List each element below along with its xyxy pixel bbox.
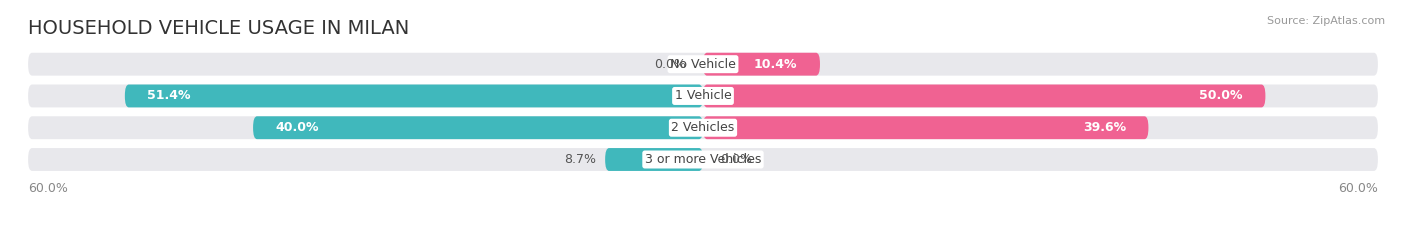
FancyBboxPatch shape [28,148,1378,171]
Text: 8.7%: 8.7% [564,153,596,166]
FancyBboxPatch shape [703,53,820,76]
Text: 60.0%: 60.0% [1339,182,1378,195]
Text: 1 Vehicle: 1 Vehicle [675,89,731,103]
Text: 60.0%: 60.0% [28,182,67,195]
Text: 40.0%: 40.0% [276,121,319,134]
FancyBboxPatch shape [703,85,1265,107]
Text: 3 or more Vehicles: 3 or more Vehicles [645,153,761,166]
Text: 50.0%: 50.0% [1199,89,1243,103]
Text: 10.4%: 10.4% [754,58,797,71]
Text: 51.4%: 51.4% [148,89,191,103]
Text: HOUSEHOLD VEHICLE USAGE IN MILAN: HOUSEHOLD VEHICLE USAGE IN MILAN [28,19,409,38]
FancyBboxPatch shape [28,53,1378,76]
Text: 0.0%: 0.0% [654,58,686,71]
Text: 2 Vehicles: 2 Vehicles [672,121,734,134]
Text: No Vehicle: No Vehicle [671,58,735,71]
FancyBboxPatch shape [605,148,703,171]
FancyBboxPatch shape [28,85,1378,107]
FancyBboxPatch shape [703,116,1149,139]
FancyBboxPatch shape [28,116,1378,139]
Text: 0.0%: 0.0% [720,153,752,166]
FancyBboxPatch shape [125,85,703,107]
Text: Source: ZipAtlas.com: Source: ZipAtlas.com [1267,16,1385,26]
FancyBboxPatch shape [253,116,703,139]
Text: 39.6%: 39.6% [1083,121,1126,134]
